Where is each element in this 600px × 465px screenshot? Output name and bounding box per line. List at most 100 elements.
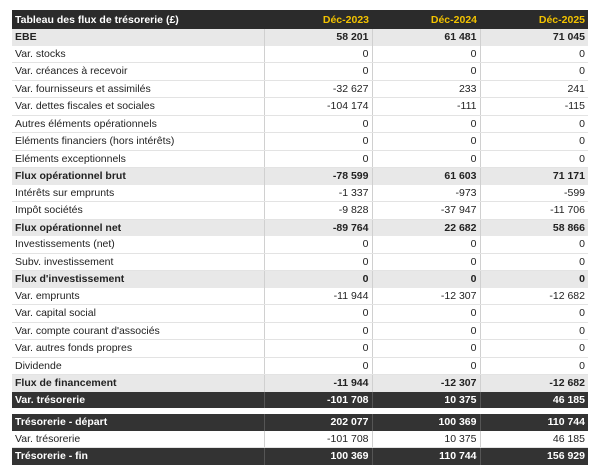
table-row: Var. créances à recevoir 0 0 0 [12, 62, 588, 81]
row-value: 0 [371, 253, 480, 271]
row-value: 0 [263, 270, 372, 288]
row-value: 0 [371, 357, 480, 375]
row-value: 0 [263, 339, 372, 358]
table-header-row: Tableau des flux de trésorerie (£) Déc-2… [12, 10, 588, 29]
row-value: 58 201 [263, 29, 372, 46]
row-value: 46 185 [479, 430, 588, 448]
row-value: -11 944 [263, 374, 372, 392]
row-value: 0 [479, 236, 588, 254]
row-label: Autres éléments opérationnels [12, 115, 264, 133]
row-value: 110 744 [479, 414, 588, 431]
table-row: Var. capital social 0 0 0 [12, 304, 588, 323]
year-header-2023: Déc-2023 [264, 10, 372, 29]
row-value: 10 375 [371, 430, 480, 448]
table-row: Subv. investissement 0 0 0 [12, 253, 588, 271]
row-label: Var. compte courant d'associés [12, 322, 264, 340]
year-header-2025: Déc-2025 [480, 10, 588, 29]
year-header-2024: Déc-2024 [372, 10, 480, 29]
row-value: 61 481 [371, 29, 480, 46]
row-value: -32 627 [263, 80, 372, 98]
spacer-cell [12, 408, 588, 414]
row-value: 0 [263, 115, 372, 133]
row-label: Var. fournisseurs et assimilés [12, 80, 264, 98]
row-value: -115 [479, 97, 588, 116]
row-value: -37 947 [371, 201, 480, 220]
row-value: 0 [479, 339, 588, 358]
table-row: Autres éléments opérationnels 0 0 0 [12, 115, 588, 133]
row-value: 0 [479, 132, 588, 151]
row-label: Trésorerie - départ [12, 414, 264, 431]
row-value: 0 [263, 236, 372, 254]
row-label: Var. capital social [12, 304, 264, 323]
row-label: Investissements (net) [12, 236, 264, 254]
row-value: 22 682 [371, 219, 480, 236]
row-value: 0 [371, 236, 480, 254]
row-value: 0 [479, 115, 588, 133]
row-value: 156 929 [479, 447, 588, 465]
row-label: Var. stocks [12, 45, 264, 63]
row-value: 0 [479, 45, 588, 63]
row-label: Var. autres fonds propres [12, 339, 264, 358]
row-value: -78 599 [263, 167, 372, 185]
table-row: Impôt sociétés -9 828 -37 947 -11 706 [12, 201, 588, 220]
table-row: Dividende 0 0 0 [12, 357, 588, 375]
row-value: -12 307 [371, 374, 480, 392]
row-value: 241 [479, 80, 588, 98]
row-value: 0 [263, 357, 372, 375]
row-label: Eléments exceptionnels [12, 150, 264, 168]
row-value: -9 828 [263, 201, 372, 220]
table-row: EBE 58 201 61 481 71 045 [12, 29, 588, 46]
row-value: -973 [371, 184, 480, 202]
row-label: Trésorerie - fin [12, 447, 264, 465]
row-value: -12 307 [371, 287, 480, 305]
row-value: -12 682 [479, 374, 588, 392]
row-value: 0 [371, 150, 480, 168]
table-row: Var. compte courant d'associés 0 0 0 [12, 322, 588, 340]
row-label: Dividende [12, 357, 264, 375]
row-value: 0 [263, 45, 372, 63]
row-label: EBE [12, 29, 264, 46]
table-row: Trésorerie - départ 202 077 100 369 110 744 [12, 414, 588, 431]
row-label: Eléments financiers (hors intérêts) [12, 132, 264, 151]
row-value: 0 [263, 304, 372, 323]
row-label: Var. dettes fiscales et sociales [12, 97, 264, 116]
row-label: Var. trésorerie [12, 391, 264, 408]
row-label: Flux d'investissement [12, 270, 264, 288]
row-value: 0 [263, 253, 372, 271]
cash-flow-table: Tableau des flux de trésorerie (£) Déc-2… [12, 10, 588, 465]
table-row: Var. autres fonds propres 0 0 0 [12, 339, 588, 358]
row-value: -12 682 [479, 287, 588, 305]
row-value: 202 077 [263, 414, 372, 431]
row-label: Intérêts sur emprunts [12, 184, 264, 202]
row-value: 10 375 [371, 391, 480, 408]
row-value: 0 [479, 357, 588, 375]
row-value: 100 369 [371, 414, 480, 431]
row-value: -11 706 [479, 201, 588, 220]
row-value: 0 [479, 150, 588, 168]
row-value: 0 [371, 45, 480, 63]
table-row: Investissements (net) 0 0 0 [12, 236, 588, 254]
table-row: Var. trésorerie -101 708 10 375 46 185 [12, 430, 588, 448]
row-label: Var. créances à recevoir [12, 62, 264, 81]
row-value: 0 [263, 150, 372, 168]
table-row: Flux de financement -11 944 -12 307 -12 682 [12, 374, 588, 392]
row-value: 233 [371, 80, 480, 98]
table-row: Eléments financiers (hors intérêts) 0 0 0 [12, 132, 588, 151]
row-value: 71 171 [479, 167, 588, 185]
row-value: 0 [371, 270, 480, 288]
table-row: Var. dettes fiscales et sociales -104 174… [12, 97, 588, 116]
spacer-row [12, 408, 588, 414]
row-value: 0 [263, 132, 372, 151]
table-row: Trésorerie - fin 100 369 110 744 156 929 [12, 447, 588, 465]
row-value: -104 174 [263, 97, 372, 116]
row-value: -11 944 [263, 287, 372, 305]
table-row: Var. emprunts -11 944 -12 307 -12 682 [12, 287, 588, 305]
row-value: 0 [479, 304, 588, 323]
row-label: Flux opérationnel brut [12, 167, 264, 185]
table-row: Flux opérationnel brut -78 599 61 603 71 17… [12, 167, 588, 185]
row-value: -101 708 [263, 430, 372, 448]
table-row: Intérêts sur emprunts -1 337 -973 -599 [12, 184, 588, 202]
row-value: 61 603 [371, 167, 480, 185]
row-value: 0 [371, 132, 480, 151]
table-row: Flux d'investissement 0 0 0 [12, 270, 588, 288]
